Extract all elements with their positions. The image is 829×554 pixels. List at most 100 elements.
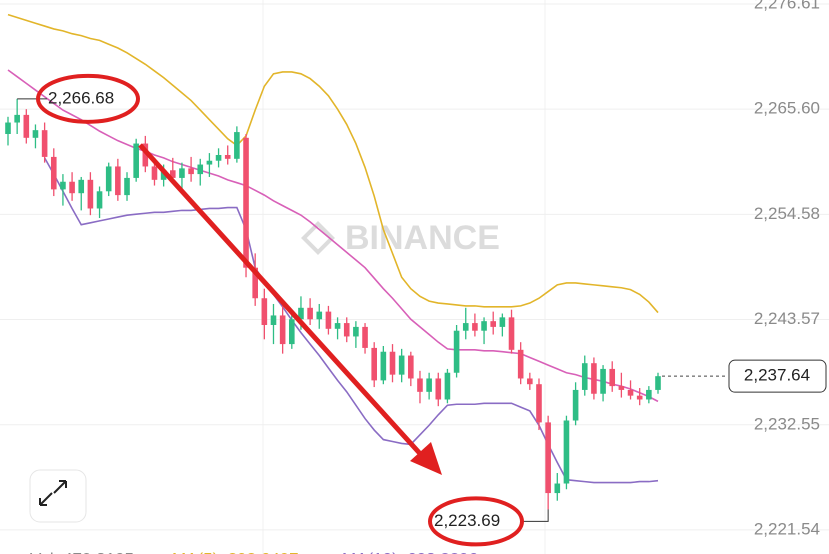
expand-button[interactable]: [29, 469, 87, 523]
candle-body: [462, 323, 469, 331]
watermark: BINANCE: [301, 219, 500, 257]
candle-body: [32, 130, 39, 138]
low-label: 2,223.69: [434, 511, 500, 530]
candle-body: [78, 179, 85, 194]
candle-body: [151, 166, 158, 180]
candle-body: [289, 319, 295, 345]
candle-body: [636, 395, 643, 400]
candle-body: [316, 311, 323, 320]
candle-body: [105, 166, 112, 192]
candle-body: [380, 351, 387, 381]
candle-body: [353, 326, 359, 337]
highlight-circle: [36, 73, 140, 124]
candle-body: [197, 164, 204, 175]
candle-body: [50, 156, 57, 190]
candle-body: [87, 179, 94, 209]
arrow-head: [410, 442, 442, 475]
candle-body: [115, 166, 121, 196]
footer-text: Vol: 479.3105: [30, 549, 134, 554]
candle-body: [60, 181, 66, 190]
candle-body: [618, 386, 625, 390]
band-line: [43, 157, 659, 484]
candle-body: [69, 181, 75, 194]
candle-body: [536, 384, 542, 423]
candle-body: [179, 168, 185, 178]
candle-body: [325, 311, 332, 329]
candle-body: [426, 378, 432, 392]
candle-body: [371, 347, 377, 381]
watermark-logo: [301, 221, 335, 255]
last-price-label: 2,237.64: [744, 366, 810, 385]
candle-body: [279, 315, 286, 345]
low-label-leader: [522, 509, 549, 522]
candle-body: [389, 351, 396, 375]
y-tick-label: 2,276.61: [754, 0, 820, 12]
annotations: 2,266.68 2,223.69 2,237.64: [17, 73, 827, 547]
expand-icon: [39, 480, 67, 506]
candle-body: [96, 191, 103, 209]
y-tick-label: 2,232.55: [754, 414, 820, 433]
candle-body: [188, 168, 194, 175]
plot: [0, 3, 829, 531]
footer-text: MA(5): 298.6497: [172, 549, 299, 554]
candle-body: [160, 170, 167, 180]
expand-box[interactable]: [29, 469, 87, 523]
band-line: [7, 69, 659, 403]
candle-body: [270, 315, 277, 325]
y-tick-label: 2,254.58: [754, 204, 820, 223]
candle-body: [408, 355, 414, 379]
footer-text: MA(10): 603.2296: [342, 549, 478, 554]
candle-body: [545, 422, 551, 494]
candle-body: [490, 321, 497, 327]
candle-body: [362, 326, 368, 348]
candle-body: [646, 389, 652, 400]
candle-body: [600, 368, 606, 394]
candle-body: [554, 483, 561, 494]
candle-body: [563, 420, 570, 484]
candle-body: [591, 363, 597, 394]
candle-body: [298, 307, 304, 320]
candle-body: [169, 170, 176, 178]
band-line: [7, 13, 659, 314]
candle-body: [224, 154, 231, 159]
watermark-text: BINANCE: [345, 219, 500, 257]
candle-body: [261, 298, 268, 325]
candle-body: [417, 378, 423, 392]
y-tick-label: 2,243.57: [754, 309, 820, 328]
candle-body: [435, 378, 442, 400]
candle-body: [453, 330, 460, 373]
candle-body: [14, 114, 20, 123]
candle-body: [517, 349, 524, 379]
highlight-circle: [428, 496, 524, 547]
last-price-box: [728, 359, 827, 393]
candle-body: [215, 154, 222, 161]
candle-body: [23, 114, 30, 138]
candle-body: [609, 368, 616, 387]
candle-body: [142, 143, 149, 167]
candle-body: [499, 317, 506, 327]
candle-body: [472, 323, 478, 331]
candle-body: [527, 378, 533, 385]
candle-body: [572, 389, 579, 421]
candle-body: [398, 355, 405, 375]
candle-body: [444, 372, 451, 400]
candle-body: [307, 307, 313, 320]
candle-body: [343, 323, 350, 337]
candle-body: [243, 137, 249, 268]
y-tick-label: 2,221.54: [754, 519, 820, 538]
candle-body: [5, 122, 11, 134]
arrow-line: [138, 143, 426, 460]
candle-body: [627, 389, 634, 396]
candle-body: [334, 323, 341, 329]
candle-body: [124, 177, 130, 196]
candle-body: [234, 132, 240, 159]
high-label: 2,266.68: [48, 88, 114, 107]
candle-body: [655, 376, 661, 390]
y-tick-label: 2,265.60: [754, 99, 820, 118]
candle-body: [252, 267, 258, 299]
candle-body: [508, 317, 515, 350]
candle-body: [41, 130, 48, 157]
candle-body: [581, 363, 588, 390]
